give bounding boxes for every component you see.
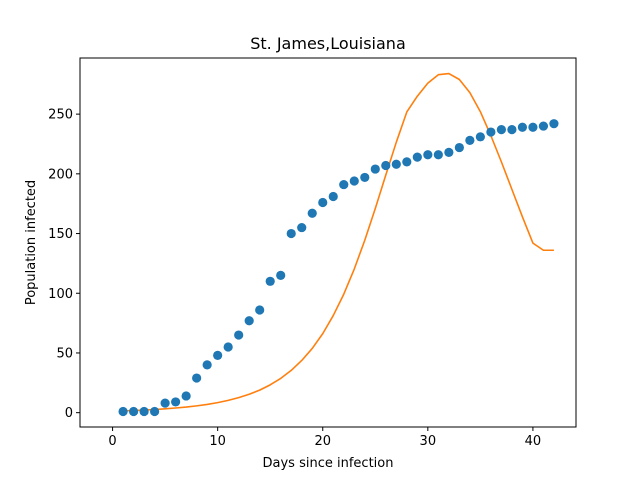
chart-title: St. James,Louisiana [250, 34, 406, 53]
data-point [538, 121, 549, 131]
data-point [181, 391, 191, 401]
x-tick-label: 10 [209, 434, 226, 449]
data-point [171, 397, 181, 407]
data-point [223, 342, 233, 352]
data-point [286, 228, 296, 239]
data-point [192, 373, 202, 383]
data-point [496, 125, 506, 135]
data-point [444, 147, 454, 157]
data-point [118, 406, 128, 417]
data-point [486, 127, 496, 137]
data-point [475, 132, 485, 142]
y-tick-label: 50 [56, 346, 73, 361]
data-point [370, 164, 380, 174]
data-point [139, 406, 149, 417]
data-point [391, 159, 401, 169]
data-point [433, 150, 443, 160]
data-point [265, 276, 275, 286]
data-point [549, 119, 559, 129]
data-point [328, 191, 338, 202]
x-tick-label: 0 [108, 434, 116, 449]
data-point [360, 172, 370, 183]
data-point [517, 122, 528, 132]
data-point [412, 152, 422, 162]
plot-area [118, 72, 559, 417]
axis-ticks: 0 10 20 30 40 0 50 100 150 200 250 [48, 108, 541, 449]
data-point [128, 406, 139, 417]
data-point [276, 270, 286, 280]
data-point [339, 179, 349, 190]
data-point [507, 125, 517, 135]
x-axis-label: Days since infection [263, 456, 394, 471]
y-tick-label: 200 [48, 167, 73, 182]
data-point [402, 157, 412, 167]
data-point [297, 222, 307, 233]
data-point [202, 360, 212, 370]
data-point [454, 142, 464, 153]
y-axis-label: Population infected [24, 180, 39, 305]
y-tick-label: 0 [65, 406, 73, 421]
x-tick-label: 20 [314, 434, 331, 449]
data-point [423, 150, 433, 160]
data-point [255, 305, 265, 315]
data-point [528, 122, 538, 132]
series-line [123, 72, 554, 412]
data-point [465, 135, 475, 145]
y-tick-label: 250 [48, 108, 73, 123]
data-point [234, 330, 244, 340]
data-point [150, 406, 160, 417]
x-tick-label: 40 [525, 434, 542, 449]
y-tick-label: 100 [48, 287, 73, 302]
data-point [244, 316, 254, 326]
y-tick-label: 150 [48, 227, 73, 242]
axes-frame [79, 57, 577, 428]
data-point [307, 208, 317, 218]
x-tick-label: 30 [420, 434, 437, 449]
data-point [160, 398, 170, 408]
data-point [318, 197, 328, 208]
data-point [349, 176, 359, 186]
data-point [381, 160, 391, 171]
data-point [213, 350, 223, 360]
